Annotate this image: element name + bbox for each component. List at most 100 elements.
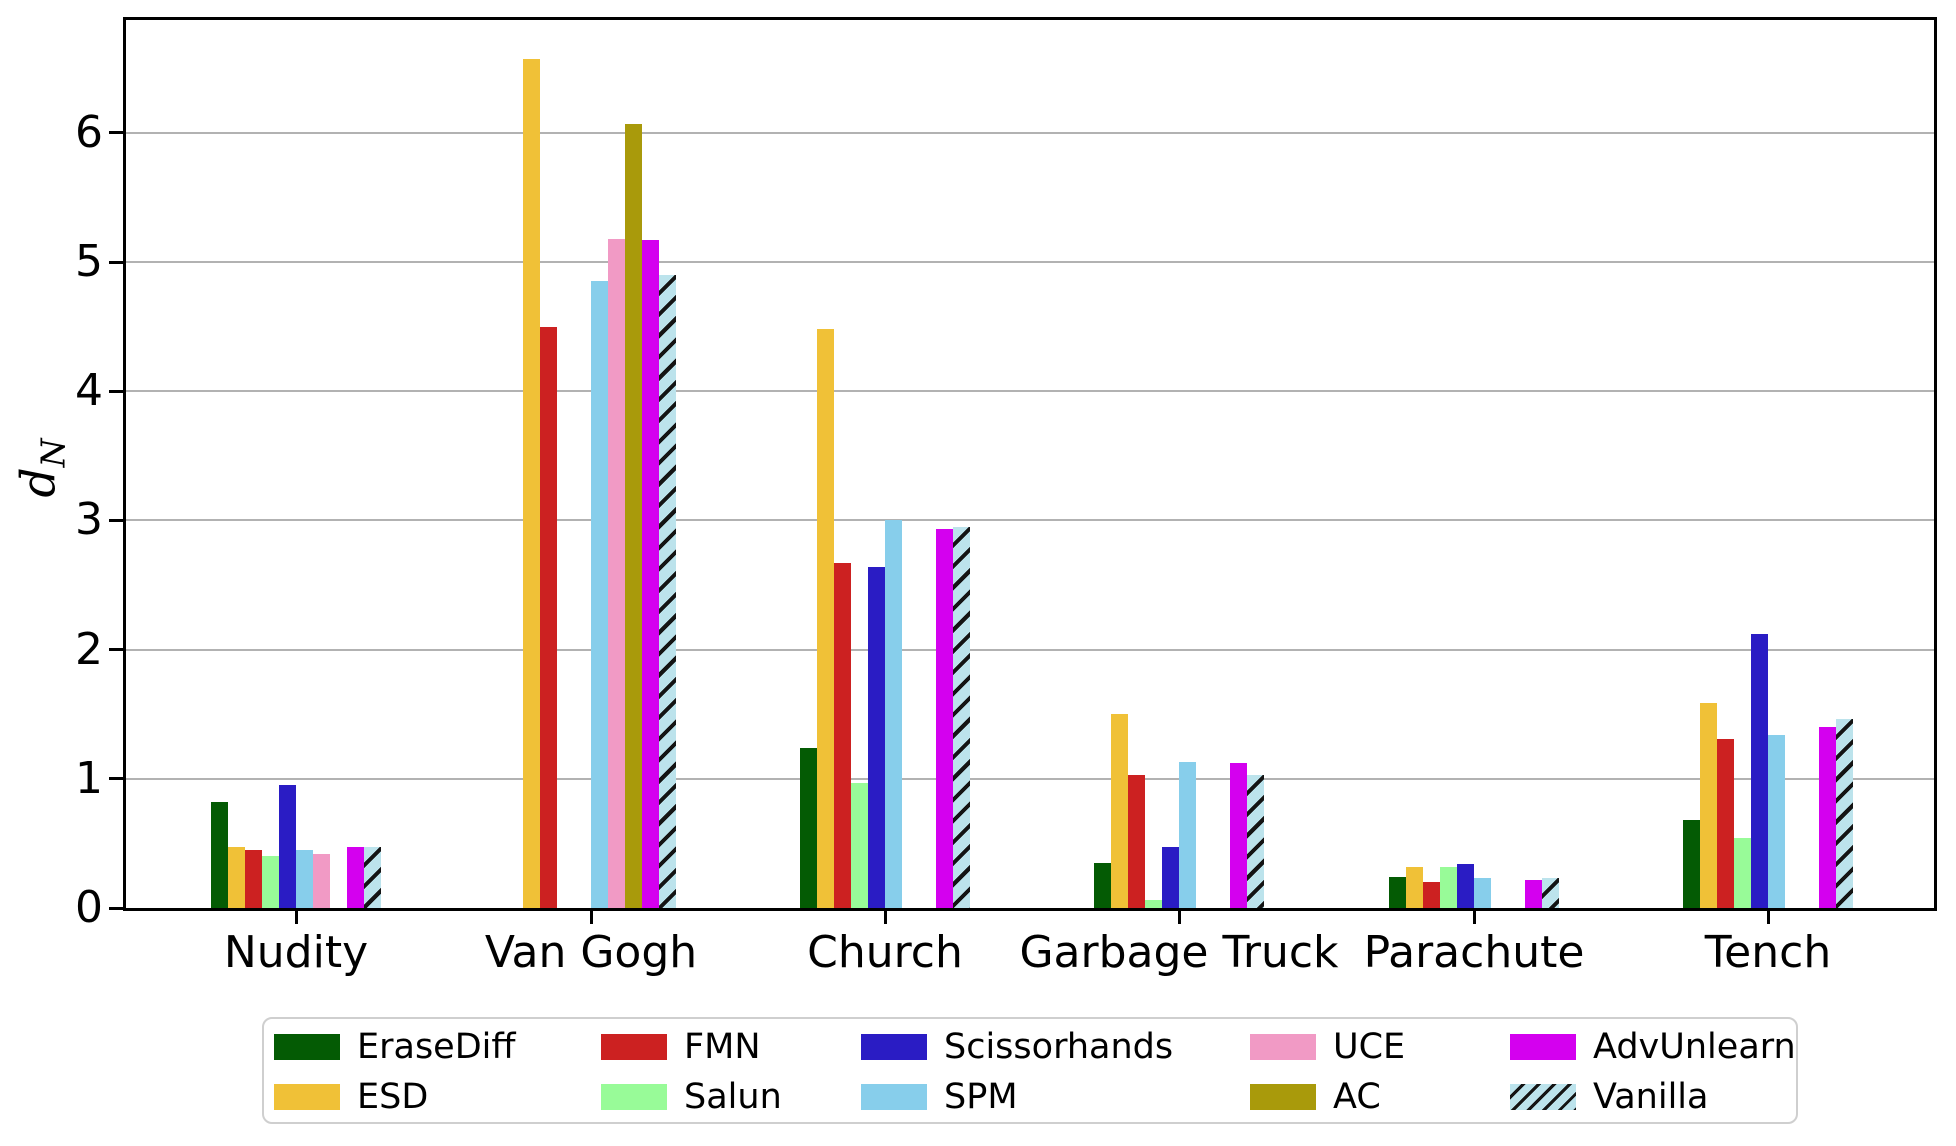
legend-swatch-fmn	[601, 1034, 667, 1060]
bar-vanilla-tench	[1836, 719, 1853, 908]
legend-label-ac: AC	[1333, 1076, 1381, 1117]
legend-label-erasediff: EraseDiff	[357, 1026, 516, 1067]
y-tick-1	[109, 777, 123, 781]
bar-uce-nudity	[313, 853, 330, 908]
legend-swatch-salun	[601, 1084, 667, 1110]
x-tick-garbage-truck	[1177, 911, 1181, 924]
category-label-van-gogh: Van Gogh	[484, 927, 698, 978]
bar-slot	[1406, 20, 1423, 908]
bar-slot	[1094, 20, 1111, 908]
bar-salun-tench	[1734, 838, 1751, 908]
bar-slot	[506, 20, 523, 908]
gridline-y5	[126, 261, 1934, 263]
bar-slot	[1423, 20, 1440, 908]
bar-group-garbage-truck	[1094, 20, 1264, 908]
gridline-y3	[126, 519, 1934, 522]
bar-vanilla-garbage-truck	[1247, 774, 1264, 908]
bar-spm-garbage-truck	[1179, 762, 1196, 908]
bar-slot	[1230, 20, 1247, 908]
bar-slot	[1389, 20, 1406, 908]
bar-slot	[347, 20, 364, 908]
bar-slot	[1111, 20, 1128, 908]
bar-fmn-church	[834, 563, 851, 908]
legend-label-uce: UCE	[1333, 1026, 1406, 1067]
bar-erasediff-garbage-truck	[1094, 862, 1111, 908]
bar-group-nudity	[211, 20, 381, 908]
bar-salun-nudity	[262, 856, 279, 908]
y-tick-label-0: 0	[75, 882, 103, 933]
y-tick-label-6: 6	[75, 106, 103, 158]
legend-swatch-advunlearn	[1510, 1034, 1576, 1060]
bar-slot	[1542, 20, 1559, 908]
x-tick-nudity	[294, 911, 298, 924]
bar-esd-van-gogh	[523, 59, 540, 908]
bar-slot	[574, 20, 591, 908]
bar-advunlearn-nudity	[347, 847, 364, 908]
y-axis-label: dN	[12, 439, 73, 498]
gridline-y4	[126, 390, 1934, 393]
bar-slot	[1751, 20, 1768, 908]
legend-swatch-esd	[274, 1084, 340, 1110]
bar-esd-nudity	[228, 847, 245, 908]
bar-esd-church	[817, 329, 834, 908]
bar-slot	[540, 20, 557, 908]
bar-scissorhands-tench	[1751, 634, 1768, 908]
bar-slot	[1819, 20, 1836, 908]
legend-item-spm: SPM	[861, 1072, 1173, 1122]
bar-slot	[245, 20, 262, 908]
bar-scissorhands-church	[868, 566, 885, 908]
bar-slot	[1457, 20, 1474, 908]
bar-slot	[523, 20, 540, 908]
bar-slot	[1128, 20, 1145, 908]
bar-spm-van-gogh	[591, 281, 608, 908]
bar-erasediff-tench	[1683, 820, 1700, 908]
bar-slot	[1683, 20, 1700, 908]
category-label-tench: Tench	[1704, 927, 1832, 978]
legend-column-2: FMN Salun	[601, 1022, 782, 1122]
bar-vanilla-church	[953, 526, 970, 908]
y-axis-label-subscript: N	[33, 438, 73, 468]
plot-inner	[126, 20, 1934, 908]
y-tick-label-1: 1	[75, 752, 103, 804]
bar-slot	[211, 20, 228, 908]
legend-item-erasediff: EraseDiff	[274, 1022, 516, 1072]
bar-slot	[1162, 20, 1179, 908]
gridline-y2	[126, 648, 1934, 651]
legend-item-salun: Salun	[601, 1072, 782, 1122]
legend-swatch-spm	[861, 1084, 927, 1110]
y-tick-4	[109, 389, 123, 393]
legend-label-vanilla: Vanilla	[1593, 1076, 1709, 1117]
legend-item-fmn: FMN	[601, 1022, 782, 1072]
bar-salun-church	[851, 782, 868, 908]
bar-slot	[936, 20, 953, 908]
y-tick-3	[109, 518, 123, 522]
x-tick-parachute	[1472, 911, 1476, 924]
bar-slot	[902, 20, 919, 908]
bar-salun-parachute	[1440, 866, 1457, 908]
bar-scissorhands-nudity	[279, 785, 296, 908]
bar-slot	[1179, 20, 1196, 908]
bar-slot	[659, 20, 676, 908]
bar-slot	[885, 20, 902, 908]
legend-label-esd: ESD	[357, 1076, 429, 1117]
legend-item-esd: ESD	[274, 1072, 516, 1122]
legend-item-ac: AC	[1250, 1072, 1405, 1122]
bar-esd-garbage-truck	[1111, 714, 1128, 908]
y-tick-label-4: 4	[75, 365, 103, 417]
legend-column-3: Scissorhands SPM	[861, 1022, 1173, 1122]
bar-spm-parachute	[1474, 878, 1491, 908]
bar-slot	[262, 20, 279, 908]
gridline-y6	[126, 131, 1934, 134]
legend-column-5: AdvUnlearn Vanilla	[1510, 1022, 1796, 1122]
legend-item-uce: UCE	[1250, 1022, 1405, 1072]
bar-slot	[1700, 20, 1717, 908]
bar-slot	[1525, 20, 1542, 908]
bar-esd-parachute	[1406, 866, 1423, 908]
bar-slot	[625, 20, 642, 908]
bar-slot	[1785, 20, 1802, 908]
bar-advunlearn-church	[936, 529, 953, 908]
bar-ac-van-gogh	[625, 123, 642, 908]
bar-slot	[1768, 20, 1785, 908]
bar-spm-nudity	[296, 849, 313, 908]
bar-uce-van-gogh	[608, 238, 625, 908]
